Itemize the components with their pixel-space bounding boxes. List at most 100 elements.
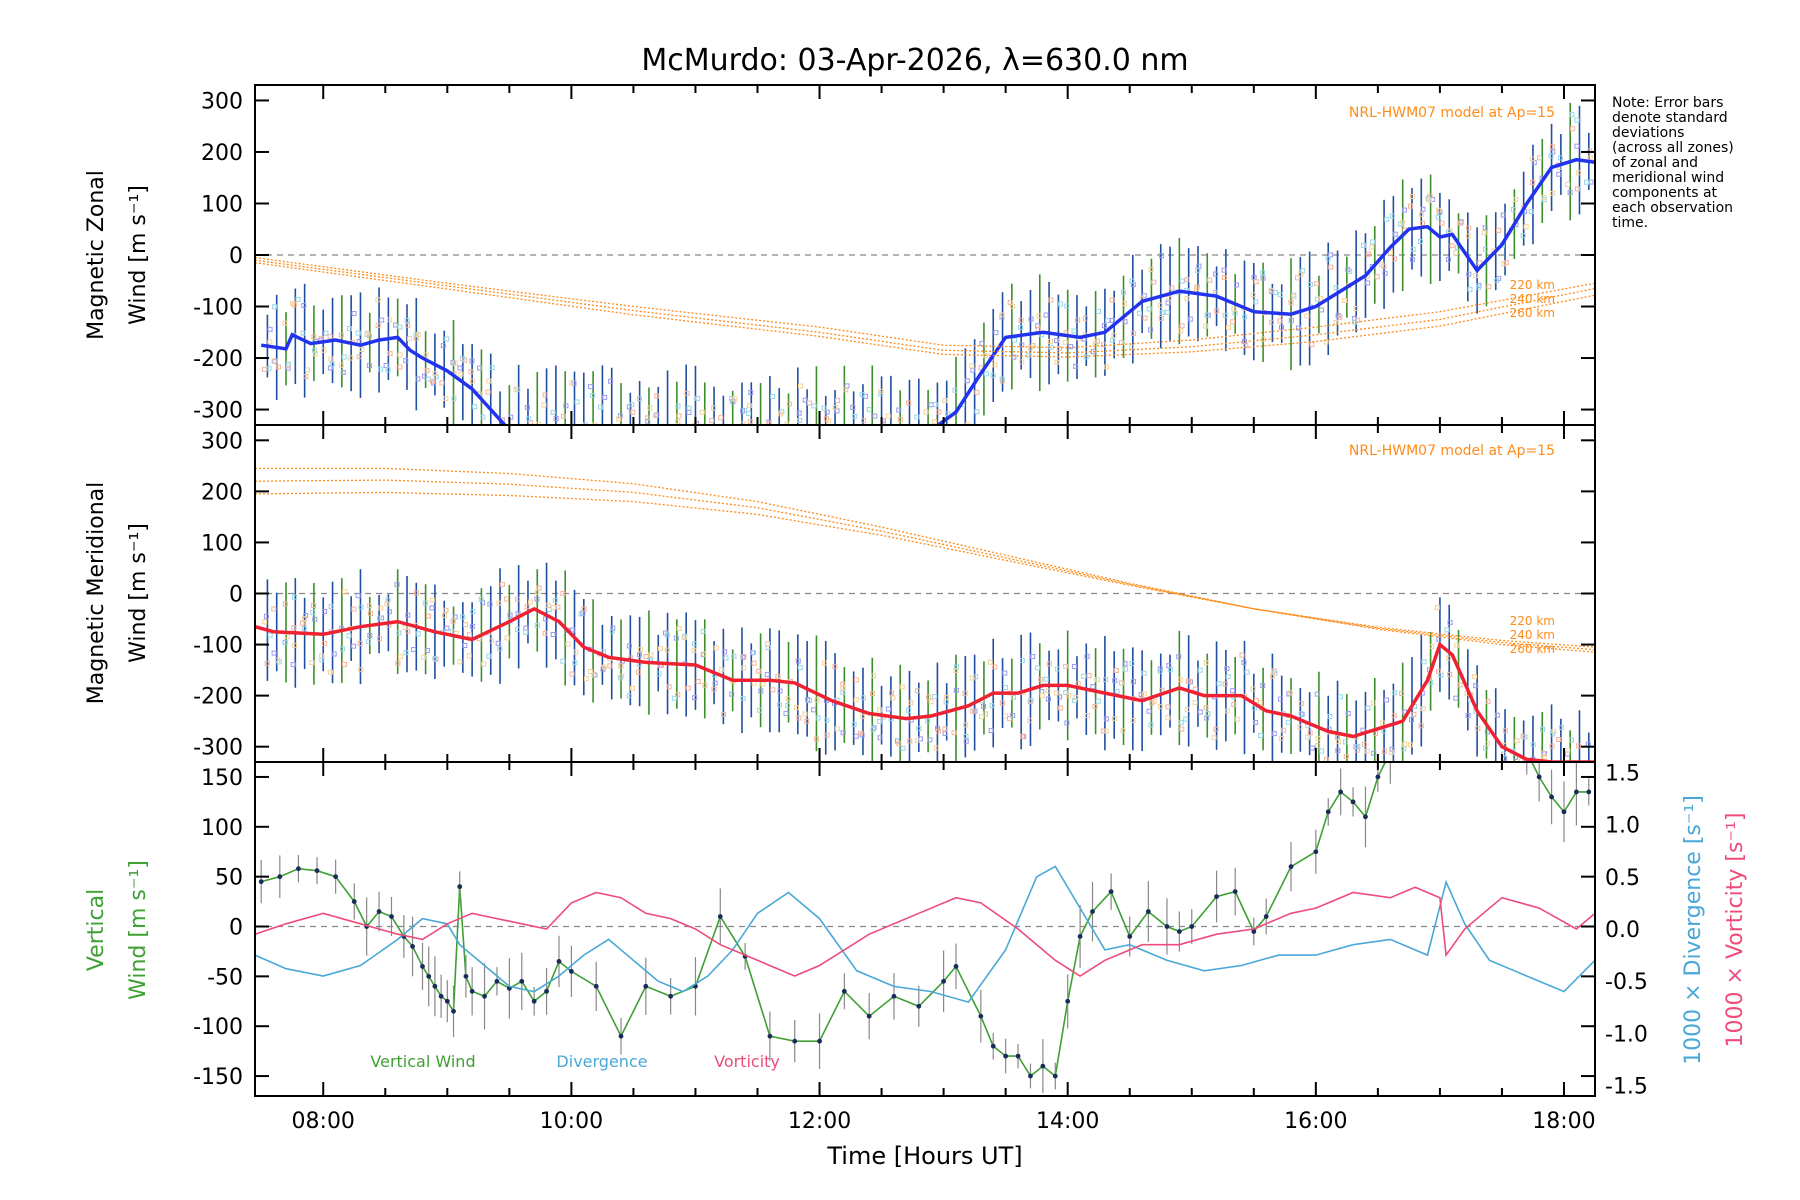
y2-tick-label: 0.0 (1605, 918, 1640, 943)
scatter-point (719, 426, 723, 430)
scatter-point (578, 611, 584, 617)
scatter-point (282, 320, 288, 326)
scatter-point (524, 405, 530, 411)
vertical-wind-point (941, 978, 947, 984)
note-line: each observation (1612, 200, 1734, 216)
scatter-point (1338, 694, 1344, 700)
scatter-point (403, 650, 409, 656)
scatter-point (928, 402, 934, 408)
note-line: deviations (1612, 125, 1685, 141)
scatter-point (860, 695, 866, 701)
meridional-model-label: NRL-HWM07 model at Ap=15 (1349, 443, 1555, 459)
scatter-point (1157, 668, 1163, 674)
scatter-point (266, 366, 272, 372)
scatter-point (1408, 717, 1414, 723)
scatter-point (565, 641, 571, 647)
scatter-point (1335, 739, 1341, 745)
scatter-point (1090, 684, 1096, 690)
vertical-wind-point (314, 868, 320, 874)
y-tick-label: -200 (193, 685, 243, 710)
scatter-point (1299, 711, 1305, 717)
scatter-point (952, 450, 956, 454)
scatter-point (897, 442, 901, 446)
scatter-point (1096, 308, 1102, 314)
y2-tick-label: 1.0 (1605, 814, 1640, 839)
scatter-point (1347, 268, 1353, 274)
scatter-point (756, 442, 760, 446)
scatter-point (366, 363, 372, 369)
scatter-point (608, 378, 614, 384)
scatter-point (1007, 716, 1013, 722)
scatter-point (684, 432, 688, 436)
scatter-point (1475, 284, 1481, 290)
vertical-wind-point (494, 978, 500, 984)
scatter-point (376, 615, 382, 621)
vertical-wind-point (916, 1003, 922, 1009)
scatter-point (1086, 673, 1092, 679)
panel-plot-area (255, 467, 1595, 762)
scatter-point (1500, 212, 1506, 218)
y-tick-label: 200 (201, 141, 243, 166)
y-tick-label: -100 (193, 634, 243, 659)
vertical-wind-point (544, 988, 549, 994)
scatter-point (1370, 700, 1376, 706)
scatter-point (351, 311, 357, 317)
scatter-point (545, 445, 549, 449)
scatter-point (1038, 677, 1044, 683)
scatter-point (843, 437, 847, 441)
scatter-point (384, 601, 390, 607)
scatter-point (366, 603, 372, 609)
y-tick-label: 50 (215, 866, 243, 891)
scatter-point (1185, 678, 1191, 684)
scatter-point (275, 364, 281, 370)
scatter-point (965, 429, 969, 433)
vertical-wind-point (469, 988, 475, 994)
scatter-point (397, 352, 403, 358)
scatter-point (1278, 324, 1284, 330)
scatter-point (947, 436, 951, 440)
scatter-point (1250, 686, 1256, 692)
scatter-point (1453, 250, 1459, 256)
scatter-point (815, 715, 821, 721)
scatter-point (1365, 251, 1371, 257)
scatter-point (551, 445, 555, 449)
scatter-point (637, 647, 643, 653)
scatter-point (480, 432, 484, 436)
scatter-point (1176, 654, 1182, 660)
scatter-point (656, 671, 662, 677)
scatter-point (1075, 317, 1081, 323)
scatter-point (626, 433, 630, 437)
scatter-point (710, 428, 714, 432)
scatter-point (756, 668, 762, 674)
scatter-point (496, 600, 502, 606)
scatter-point (1071, 697, 1077, 703)
scatter-point (1361, 741, 1367, 747)
scatter-point (1473, 273, 1479, 279)
scatter-point (377, 636, 383, 642)
vertical-wind-point (1176, 929, 1182, 934)
scatter-point (267, 339, 273, 345)
scatter-point (750, 649, 756, 655)
scatter-point (854, 677, 860, 683)
scatter-point (1056, 345, 1062, 351)
scatter-point (1297, 724, 1303, 730)
scatter-point (1027, 699, 1033, 705)
vertical-wind-point (1015, 1053, 1021, 1059)
vertical-wind-point (1350, 799, 1356, 805)
scatter-point (815, 442, 819, 446)
scatter-point (1587, 155, 1593, 161)
scatter-point (1314, 691, 1320, 697)
scatter-point (964, 378, 970, 384)
scatter-point (824, 409, 830, 415)
vertical-wind-point (1549, 794, 1554, 800)
vertical-wind-point (792, 1038, 798, 1044)
scatter-point (766, 421, 772, 425)
vertical-ylabel-1: Vertical (84, 889, 109, 971)
scatter-point (1151, 279, 1157, 285)
scatter-point (700, 652, 706, 658)
scatter-point (652, 413, 658, 419)
scatter-point (1224, 708, 1230, 714)
scatter-point (675, 418, 681, 424)
scatter-point (785, 696, 791, 702)
scatter-point (415, 331, 421, 337)
